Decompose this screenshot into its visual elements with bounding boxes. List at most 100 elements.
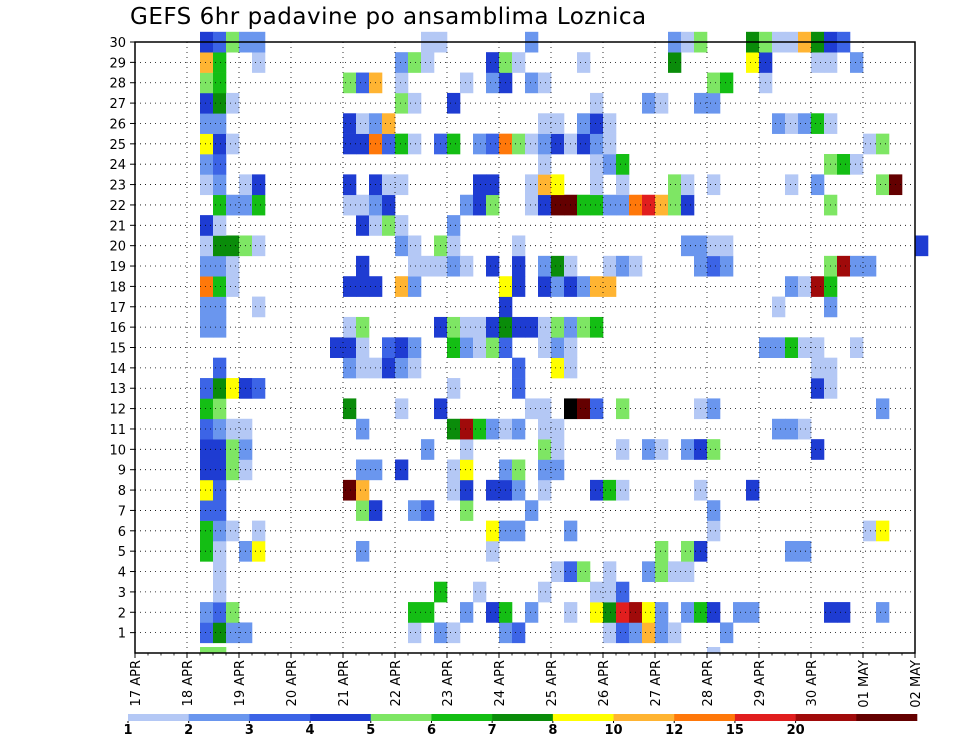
heatmap-cell xyxy=(356,337,370,358)
heatmap-cell xyxy=(603,113,617,134)
heatmap-cell xyxy=(486,174,500,196)
colorbar-label: 12 xyxy=(665,723,683,738)
heatmap-cell xyxy=(525,72,539,94)
heatmap-cell xyxy=(226,378,240,399)
heatmap-cell xyxy=(200,296,214,318)
heatmap-cell xyxy=(408,276,422,297)
heatmap-cell xyxy=(213,235,227,257)
heatmap-cell xyxy=(655,561,669,583)
heatmap-cell xyxy=(200,520,214,542)
heatmap-cell xyxy=(512,479,526,501)
heatmap-cell xyxy=(213,113,227,134)
heatmap-cell xyxy=(577,133,591,155)
heatmap-cell xyxy=(707,602,721,623)
heatmap-cell xyxy=(603,255,617,277)
heatmap-cell xyxy=(642,622,656,644)
heatmap-cell xyxy=(538,479,552,501)
heatmap-cell xyxy=(616,398,630,420)
heatmap-cell xyxy=(538,174,552,196)
heatmap-cell xyxy=(785,276,799,297)
heatmap-cell xyxy=(512,255,526,277)
heatmap-cell xyxy=(460,194,474,216)
y-tick-label: 16 xyxy=(109,321,126,336)
heatmap-cell xyxy=(863,520,877,542)
heatmap-cell xyxy=(551,337,565,358)
heatmap-cell xyxy=(213,622,227,644)
heatmap-cell xyxy=(681,174,695,196)
heatmap-cell xyxy=(343,72,357,94)
heatmap-cell xyxy=(668,174,682,196)
heatmap-cell xyxy=(798,113,812,134)
heatmap-cell xyxy=(486,337,500,358)
heatmap-cell xyxy=(681,235,695,257)
heatmap-cell xyxy=(447,316,461,338)
heatmap-cell xyxy=(551,194,565,216)
heatmap-cell xyxy=(200,439,214,460)
heatmap-cell xyxy=(460,439,474,460)
heatmap-cell xyxy=(811,113,825,134)
heatmap-cell xyxy=(343,398,357,420)
heatmap-cell xyxy=(213,52,227,73)
heatmap-cell xyxy=(447,215,461,236)
heatmap-cell xyxy=(720,235,734,257)
heatmap-cell xyxy=(512,276,526,297)
heatmap-cell xyxy=(460,316,474,338)
x-tick-label: 01 MAY xyxy=(857,660,872,708)
colorbar-label: 20 xyxy=(787,723,805,738)
heatmap-cell xyxy=(551,418,565,440)
heatmap-cell xyxy=(707,647,721,654)
heatmap-cell xyxy=(876,602,890,623)
heatmap-cell xyxy=(213,357,227,379)
heatmap-cell xyxy=(447,459,461,481)
heatmap-cell xyxy=(811,337,825,358)
heatmap-cell xyxy=(707,255,721,277)
heatmap-cell xyxy=(356,194,370,216)
heatmap-cell xyxy=(590,194,604,216)
heatmap-cell xyxy=(200,602,214,623)
heatmap-cell xyxy=(772,113,786,134)
heatmap-cell xyxy=(707,174,721,196)
heatmap-cell xyxy=(330,337,344,358)
heatmap-cell xyxy=(408,92,422,114)
heatmap-cell xyxy=(252,520,266,542)
heatmap-cell xyxy=(850,154,864,175)
heatmap-cell xyxy=(356,215,370,236)
heatmap-cell xyxy=(447,622,461,644)
heatmap-cell xyxy=(707,520,721,542)
heatmap-cell xyxy=(408,255,422,277)
colorbar-segment xyxy=(613,714,675,721)
heatmap-cell xyxy=(200,418,214,440)
heatmap-cell xyxy=(395,276,409,297)
heatmap-cell xyxy=(408,337,422,358)
heatmap-cell xyxy=(486,520,500,542)
heatmap-cell xyxy=(707,398,721,420)
heatmap-cell xyxy=(850,52,864,73)
x-tick-label: 28 APR xyxy=(701,660,716,706)
heatmap-cell xyxy=(486,255,500,277)
heatmap-cell xyxy=(200,215,214,236)
y-tick-label: 22 xyxy=(109,199,126,214)
heatmap-cell xyxy=(252,194,266,216)
heatmap-cell xyxy=(200,235,214,257)
heatmap-cell xyxy=(213,540,227,562)
x-tick-label: 21 APR xyxy=(337,660,352,706)
y-tick-label: 9 xyxy=(118,464,126,479)
colorbar-label: 2 xyxy=(184,723,193,738)
heatmap-cell xyxy=(213,479,227,501)
x-tick-label: 29 APR xyxy=(753,660,768,706)
heatmap-cell xyxy=(200,92,214,114)
heatmap-cell xyxy=(395,133,409,155)
y-tick-label: 24 xyxy=(109,158,126,173)
heatmap-cell xyxy=(486,133,500,155)
colorbar-label: 10 xyxy=(604,723,622,738)
heatmap-cell xyxy=(408,357,422,379)
heatmap-cell xyxy=(395,337,409,358)
colorbar-segment xyxy=(249,714,311,721)
colorbar-label: 4 xyxy=(306,723,315,738)
colorbar-segment xyxy=(431,714,493,721)
heatmap-cell xyxy=(512,235,526,257)
heatmap-cell xyxy=(798,337,812,358)
heatmap-cell xyxy=(200,276,214,297)
heatmap-cell xyxy=(343,133,357,155)
colorbar-label: 15 xyxy=(726,723,744,738)
